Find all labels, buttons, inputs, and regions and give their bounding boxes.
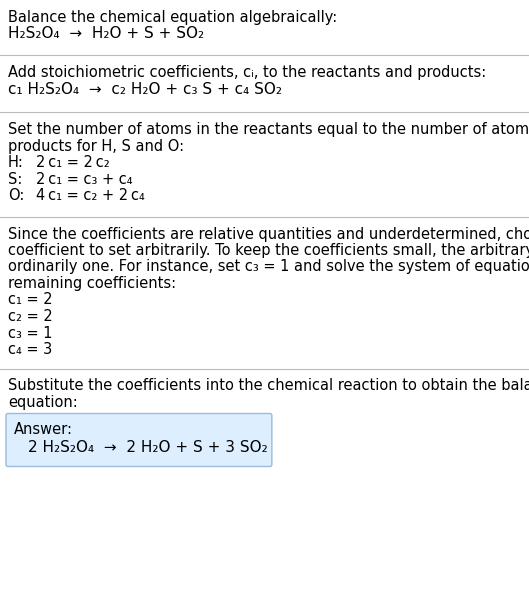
Text: remaining coefficients:: remaining coefficients: <box>8 276 176 291</box>
Text: c₄ = 3: c₄ = 3 <box>8 342 52 357</box>
Text: products for H, S and O:: products for H, S and O: <box>8 138 184 154</box>
Text: c₁ = 2: c₁ = 2 <box>8 293 52 308</box>
Text: S:: S: <box>8 172 22 186</box>
Text: 2 c₁ = c₃ + c₄: 2 c₁ = c₃ + c₄ <box>36 172 132 186</box>
Text: 4 c₁ = c₂ + 2 c₄: 4 c₁ = c₂ + 2 c₄ <box>36 188 145 203</box>
Text: c₁ H₂S₂O₄  →  c₂ H₂O + c₃ S + c₄ SO₂: c₁ H₂S₂O₄ → c₂ H₂O + c₃ S + c₄ SO₂ <box>8 81 282 97</box>
Text: 2 H₂S₂O₄  →  2 H₂O + S + 3 SO₂: 2 H₂S₂O₄ → 2 H₂O + S + 3 SO₂ <box>28 440 268 455</box>
Text: H₂S₂O₄  →  H₂O + S + SO₂: H₂S₂O₄ → H₂O + S + SO₂ <box>8 27 204 41</box>
Text: c₂ = 2: c₂ = 2 <box>8 309 53 324</box>
Text: 2 c₁ = 2 c₂: 2 c₁ = 2 c₂ <box>36 155 110 170</box>
Text: ordinarily one. For instance, set c₃ = 1 and solve the system of equations for t: ordinarily one. For instance, set c₃ = 1… <box>8 260 529 274</box>
Text: O:: O: <box>8 188 24 203</box>
Text: Add stoichiometric coefficients, cᵢ, to the reactants and products:: Add stoichiometric coefficients, cᵢ, to … <box>8 65 486 80</box>
Text: Since the coefficients are relative quantities and underdetermined, choose a: Since the coefficients are relative quan… <box>8 226 529 242</box>
Text: H:: H: <box>8 155 24 170</box>
Text: equation:: equation: <box>8 395 78 410</box>
Text: Balance the chemical equation algebraically:: Balance the chemical equation algebraica… <box>8 10 338 25</box>
FancyBboxPatch shape <box>6 413 272 467</box>
Text: Substitute the coefficients into the chemical reaction to obtain the balanced: Substitute the coefficients into the che… <box>8 379 529 393</box>
Text: Answer:: Answer: <box>14 421 73 436</box>
Text: coefficient to set arbitrarily. To keep the coefficients small, the arbitrary va: coefficient to set arbitrarily. To keep … <box>8 243 529 258</box>
Text: Set the number of atoms in the reactants equal to the number of atoms in the: Set the number of atoms in the reactants… <box>8 122 529 137</box>
Text: c₃ = 1: c₃ = 1 <box>8 325 52 341</box>
